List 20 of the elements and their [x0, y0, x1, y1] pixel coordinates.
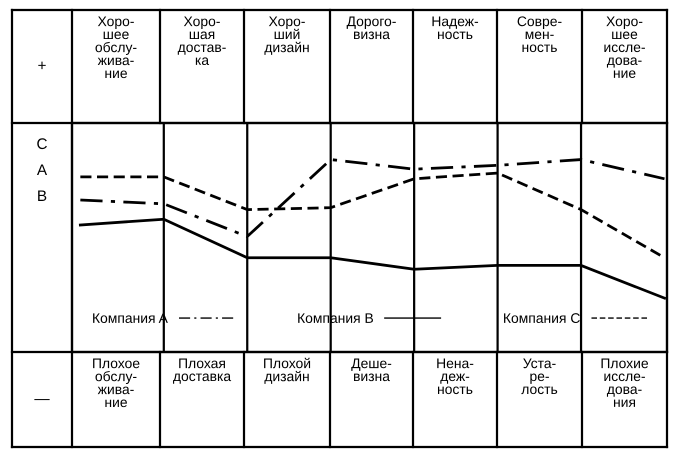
text: Плохая доставка [173, 358, 232, 384]
text: + [38, 62, 46, 70]
legend-label: Компания C [504, 313, 580, 324]
text: Хоро- шее иссле- дова- ние [604, 16, 645, 78]
text: Плохие иссле- дова- ния [602, 358, 648, 407]
text: Надеж- ность [432, 16, 478, 40]
annotation: B [38, 190, 46, 201]
text: Плохой дизайн [264, 358, 310, 384]
annotation: A [36, 164, 48, 175]
text: — [34, 399, 50, 400]
text: Хоро- шее обслу- жива- ние [96, 16, 136, 78]
text: Уста- ре- лость [521, 358, 558, 394]
text: Совре- мен- ность [518, 16, 562, 52]
text: C [37, 138, 47, 150]
text: Плохое обслу- жива- ние [93, 358, 140, 408]
text: Хоро- шая достав- ка [178, 16, 226, 66]
text: Нена- деж- ность [437, 358, 474, 394]
text: Деше- визна [351, 358, 392, 382]
text: Хоро- ший дизайн [264, 16, 309, 55]
text: Дорого- визна [346, 16, 396, 40]
